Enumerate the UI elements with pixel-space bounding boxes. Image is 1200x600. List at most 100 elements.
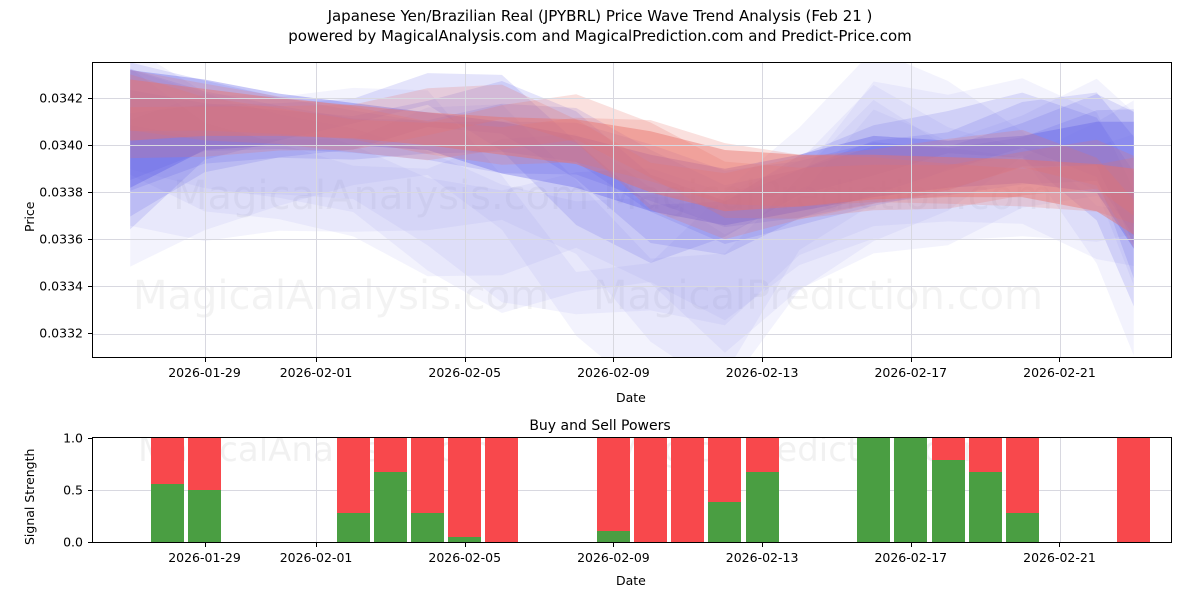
sell-power-segment — [671, 438, 705, 542]
signal-y-tick-label-1: 0.5 — [63, 482, 83, 498]
price-gridline-v-4 — [762, 63, 764, 357]
signal-x-tick-label-0: 2026-01-29 — [168, 550, 241, 565]
signal-x-tickmark-1 — [316, 543, 318, 547]
price-gridline-h-4 — [93, 145, 1171, 147]
signal-bar[interactable] — [745, 438, 779, 542]
signal-gridline-v-6 — [1059, 438, 1061, 542]
price-y-tick-label-2: 0.0336 — [39, 231, 83, 247]
buy-power-segment — [448, 536, 482, 542]
signal-bar[interactable] — [671, 438, 705, 542]
signal-gridline-v-1 — [316, 438, 317, 542]
price-x-tickmark-2 — [464, 358, 466, 362]
price-x-tick-label-4: 2026-02-13 — [725, 365, 799, 380]
page-subtitle: powered by MagicalAnalysis.com and Magic… — [288, 27, 912, 45]
signal-y-tickmark-1 — [88, 490, 92, 491]
buy-power-segment — [411, 512, 445, 542]
price-band-blue-3 — [130, 73, 1134, 307]
price-x-tick-label-3: 2026-02-09 — [577, 365, 650, 380]
price-band-pale-blue-3 — [130, 78, 1134, 357]
price-x-tickmark-1 — [316, 358, 318, 362]
buy-power-segment — [1005, 512, 1039, 542]
price-x-tick-label-5: 2026-02-17 — [874, 365, 948, 380]
signal-x-tickmark-2 — [464, 543, 466, 547]
sell-power-segment — [1117, 438, 1151, 542]
signal-gridline-h-1 — [93, 490, 1171, 491]
page-title: Japanese Yen/Brazilian Real (JPYBRL) Pri… — [327, 7, 873, 25]
price-y-tick-label-1: 0.0334 — [39, 278, 83, 294]
price-x-tick-label-0: 2026-01-29 — [168, 365, 241, 380]
price-x-axis-label: Date — [616, 390, 646, 405]
signal-x-tick-label-3: 2026-02-09 — [577, 550, 650, 565]
price-y-tickmark-4 — [88, 145, 92, 147]
chart-title-block: Japanese Yen/Brazilian Real (JPYBRL) Pri… — [0, 6, 1200, 46]
signal-bar[interactable] — [968, 438, 1002, 542]
signal-bar[interactable] — [894, 438, 928, 542]
price-gridline-v-5 — [910, 63, 912, 357]
signal-bar[interactable] — [150, 438, 184, 542]
signal-x-tick-label-4: 2026-02-13 — [725, 550, 799, 565]
signal-bar[interactable] — [448, 438, 482, 542]
signal-x-tickmark-5 — [910, 543, 912, 547]
signal-x-tick-label-5: 2026-02-17 — [874, 550, 948, 565]
buy-power-segment — [708, 502, 742, 542]
signal-bar[interactable] — [634, 438, 668, 542]
buy-power-segment — [150, 483, 184, 542]
price-x-tick-label-2: 2026-02-05 — [428, 365, 502, 380]
price-gridline-h-1 — [93, 286, 1171, 288]
price-band-pale-blue-1 — [130, 63, 1134, 321]
price-y-tickmark-5 — [88, 98, 92, 100]
buy-power-segment — [336, 512, 370, 542]
price-gridline-h-0 — [93, 333, 1171, 335]
signal-bar[interactable] — [931, 438, 965, 542]
price-y-tick-label-4: 0.0340 — [39, 137, 83, 153]
buy-power-segment — [745, 472, 779, 542]
price-band-pale-blue-4 — [130, 63, 1134, 357]
signal-bar[interactable] — [857, 438, 891, 542]
sell-power-segment — [485, 438, 519, 542]
signal-bar[interactable] — [485, 438, 519, 542]
price-gridline-v-1 — [316, 63, 317, 357]
buy-power-segment — [968, 472, 1002, 542]
price-y-tickmark-2 — [88, 239, 92, 241]
signal-bar[interactable] — [1117, 438, 1151, 542]
price-wave-plot-area: MagicalAnalysis.com MagicalPrediction.co… — [92, 62, 1172, 358]
signal-y-axis-label: Signal Strength — [22, 448, 37, 545]
price-y-tick-label-5: 0.0342 — [39, 90, 83, 106]
signal-y-tick-label-2: 1.0 — [63, 430, 83, 446]
signal-bar[interactable] — [596, 438, 630, 542]
price-x-tickmark-4 — [762, 358, 764, 362]
price-y-axis-label: Price — [22, 201, 37, 233]
price-band-svg — [130, 63, 1134, 357]
buy-power-segment — [188, 490, 221, 542]
buy-power-segment — [857, 438, 891, 542]
signal-bar[interactable] — [708, 438, 742, 542]
price-x-tickmark-6 — [1059, 358, 1061, 362]
signal-bar[interactable] — [411, 438, 445, 542]
buy-sell-powers-title: Buy and Sell Powers — [529, 418, 671, 434]
signal-bar[interactable] — [336, 438, 370, 542]
price-y-tickmark-0 — [88, 333, 92, 335]
price-band-blue-2 — [130, 81, 1134, 279]
price-x-tickmark-0 — [204, 358, 206, 362]
price-band-red-1 — [130, 74, 1134, 219]
signal-y-tick-label-0: 0.0 — [63, 534, 83, 550]
price-y-tickmark-3 — [88, 192, 92, 194]
price-x-tick-label-1: 2026-02-01 — [279, 365, 353, 380]
price-band-blue-core — [130, 70, 1134, 249]
signal-bar[interactable] — [188, 438, 221, 542]
price-gridline-h-5 — [93, 98, 1171, 100]
signal-bar[interactable] — [373, 438, 407, 542]
buy-power-segment — [931, 459, 965, 542]
price-band-pale-blue-2 — [130, 68, 1134, 353]
sell-power-segment — [448, 438, 482, 542]
price-gridline-v-6 — [1059, 63, 1061, 357]
sell-power-segment — [634, 438, 668, 542]
price-y-tick-label-3: 0.0338 — [39, 184, 83, 200]
signal-x-tickmark-3 — [613, 543, 615, 547]
price-band-red-0 — [130, 69, 1134, 224]
signal-bar[interactable] — [1005, 438, 1039, 542]
signal-y-tickmark-2 — [88, 438, 92, 439]
price-x-tickmark-5 — [910, 358, 912, 362]
buy-power-segment — [894, 438, 928, 542]
